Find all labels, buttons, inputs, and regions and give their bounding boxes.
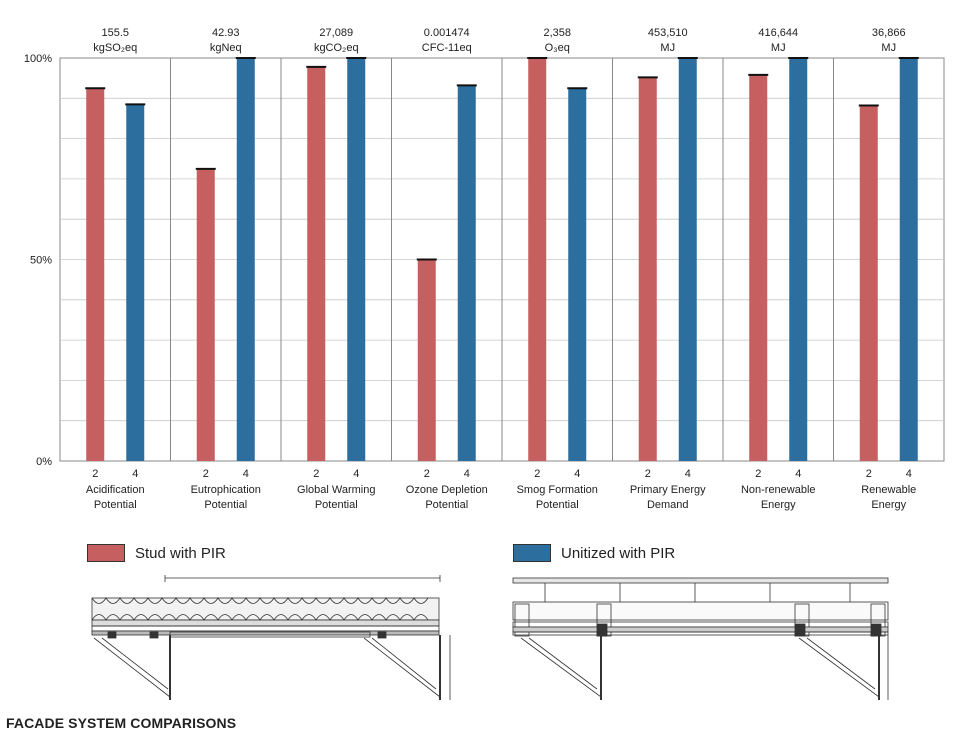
- bar: [749, 74, 768, 462]
- bar: [859, 105, 878, 461]
- category-unit-label: kgSO₂eq: [93, 42, 137, 54]
- bar: [789, 58, 808, 461]
- bar-option-label: 2: [313, 468, 319, 480]
- category-label-line2: Energy: [871, 499, 906, 511]
- page-title: FACADE SYSTEM COMPARISONS: [6, 715, 237, 731]
- bar-option-label: 4: [353, 468, 359, 480]
- bar: [196, 168, 215, 461]
- lca-bar-chart: 0% 50% 100% 155.5 kgSO₂eq 2 4 Acidification Pote…: [24, 27, 945, 511]
- bar-option-label: 4: [243, 468, 249, 480]
- category-total-label: 36,866: [872, 27, 906, 39]
- bar-option-label: 4: [132, 468, 138, 480]
- category-label-line1: Renewable: [861, 484, 916, 496]
- bar-option-label: 4: [464, 468, 470, 480]
- category-unit-label: kgNeq: [210, 42, 242, 54]
- bar: [899, 58, 918, 461]
- category-label-line2: Potential: [425, 499, 468, 511]
- category-label-line2: Energy: [761, 499, 796, 511]
- category-total-label: 0.001474: [424, 27, 470, 39]
- legend-stud-with-pir: Stud with PIR: [87, 544, 226, 562]
- bar-option-label: 2: [534, 468, 540, 480]
- y-tick-label: 50%: [30, 255, 52, 267]
- y-tick-label: 100%: [24, 53, 52, 65]
- category-total-label: 155.5: [101, 27, 129, 39]
- category-total-label: 416,644: [758, 27, 798, 39]
- y-tick-label: 0%: [36, 456, 52, 468]
- unitized-facade-section-drawing: [512, 577, 889, 700]
- bar-option-label: 4: [795, 468, 801, 480]
- category-label-line2: Potential: [204, 499, 247, 511]
- bar-option-label: 4: [574, 468, 580, 480]
- category-total-label: 42.93: [212, 27, 240, 39]
- category-unit-label: kgCO₂eq: [314, 42, 359, 54]
- category-unit-label: MJ: [881, 42, 896, 54]
- bar: [528, 58, 547, 461]
- stud-facade-section-drawing: [91, 575, 451, 700]
- bar: [638, 77, 657, 462]
- category-total-label: 2,358: [543, 27, 571, 39]
- bar-option-label: 2: [203, 468, 209, 480]
- category-label-line1: Ozone Depletion: [406, 484, 488, 496]
- bar: [86, 88, 105, 461]
- category-label-line2: Potential: [315, 499, 358, 511]
- category-unit-label: MJ: [660, 42, 675, 54]
- bar-option-label: 4: [906, 468, 912, 480]
- category-unit-label: CFC-11eq: [422, 42, 472, 54]
- bar-option-label: 2: [755, 468, 761, 480]
- legend-label-stud: Stud with PIR: [135, 544, 226, 562]
- bar: [678, 58, 697, 461]
- category-label-line1: Non-renewable: [741, 484, 816, 496]
- bar: [236, 58, 255, 461]
- legend-label-unitized: Unitized with PIR: [561, 544, 676, 562]
- bar-option-label: 4: [685, 468, 691, 480]
- category-label-line1: Smog Formation: [517, 484, 598, 496]
- category-unit-label: O₃eq: [545, 42, 570, 54]
- bar-option-label: 2: [92, 468, 98, 480]
- category-total-label: 453,510: [648, 27, 688, 39]
- category-label-line2: Demand: [647, 499, 689, 511]
- bar: [307, 66, 326, 461]
- category-label-line2: Potential: [94, 499, 137, 511]
- bar: [347, 58, 366, 461]
- bar: [568, 88, 587, 461]
- bar-option-label: 2: [645, 468, 651, 480]
- bar: [417, 259, 436, 461]
- category-total-label: 27,089: [319, 27, 353, 39]
- bar-option-label: 2: [424, 468, 430, 480]
- category-label-line1: Primary Energy: [630, 484, 706, 496]
- category-label-line1: Global Warming: [297, 484, 375, 496]
- legend-unitized-with-pir: Unitized with PIR: [513, 544, 675, 562]
- category-label-line1: Eutrophication: [191, 484, 261, 496]
- category-label-line2: Potential: [536, 499, 579, 511]
- bar: [457, 85, 476, 462]
- category-label-line1: Acidification: [86, 484, 145, 496]
- category-unit-label: MJ: [771, 42, 786, 54]
- legend-swatch-stud: [87, 544, 125, 562]
- bar: [126, 104, 145, 461]
- bar-option-label: 2: [866, 468, 872, 480]
- legend-swatch-unitized: [513, 544, 551, 562]
